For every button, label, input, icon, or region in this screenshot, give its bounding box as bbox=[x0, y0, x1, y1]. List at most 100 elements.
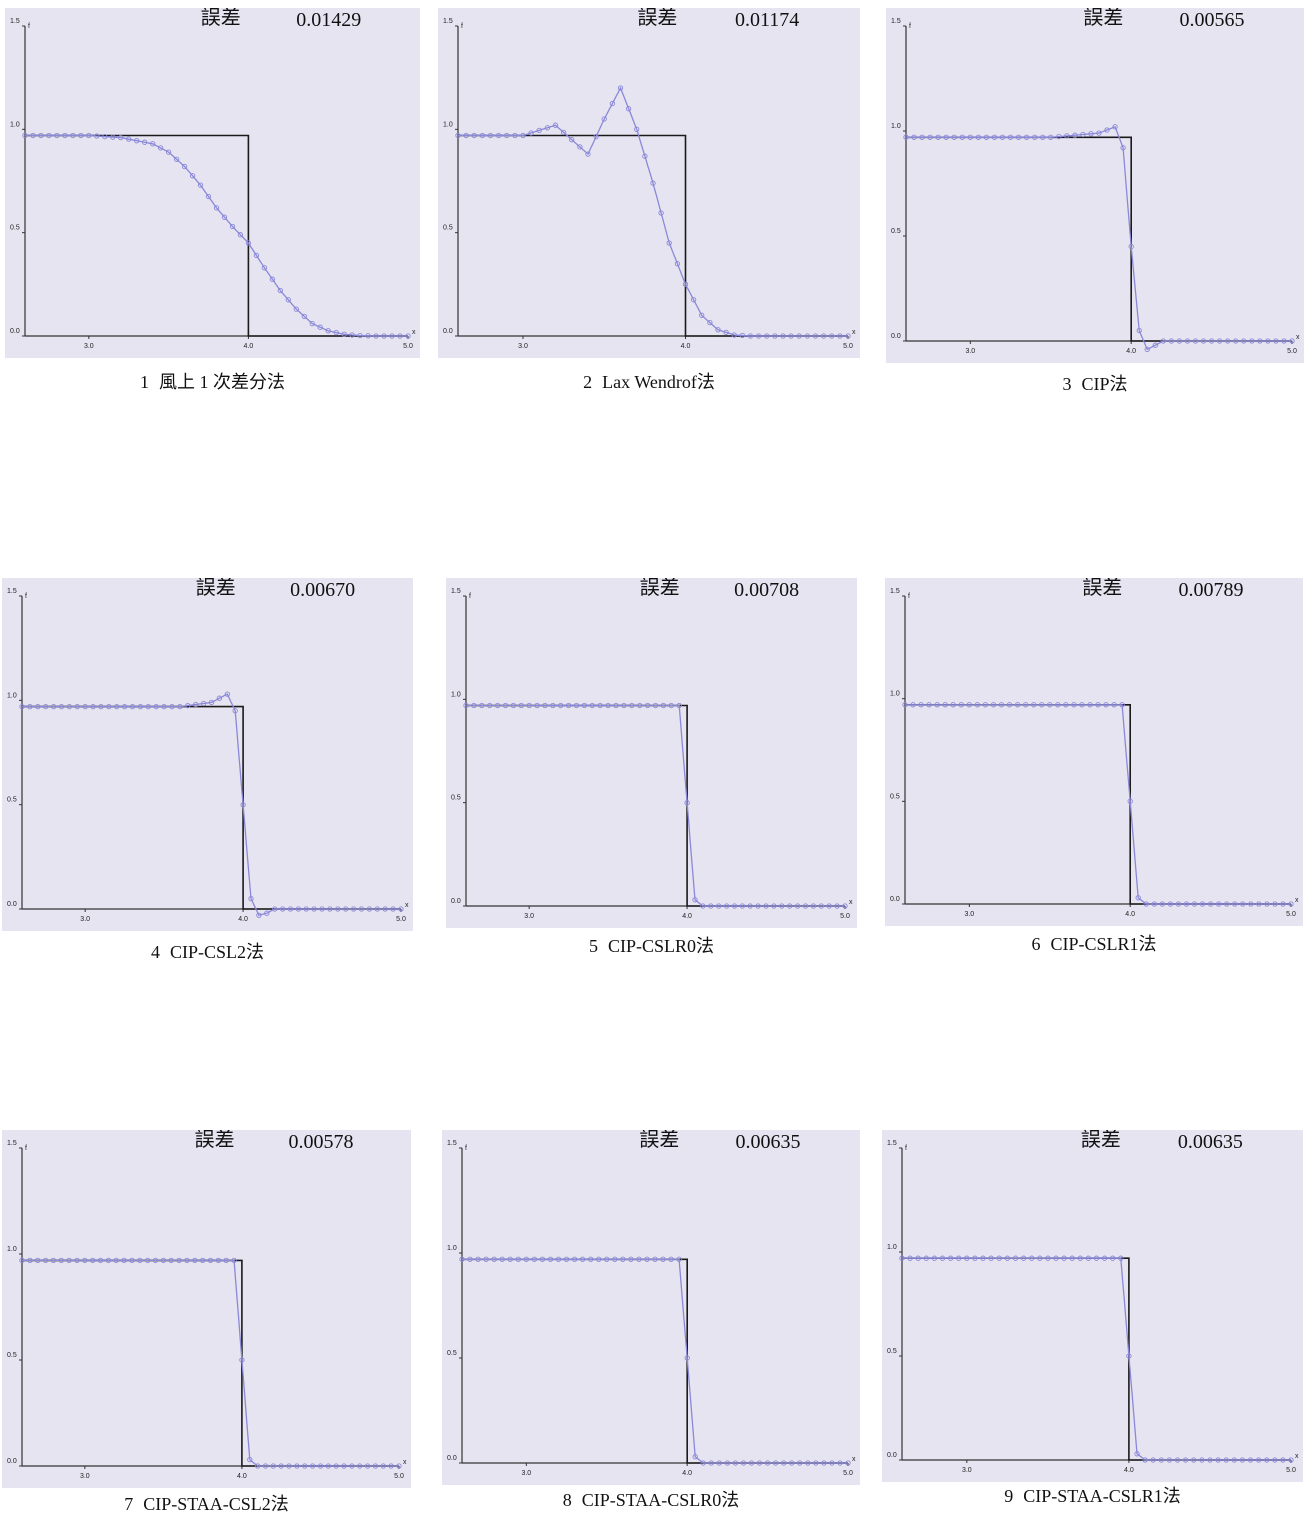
data-point-marker bbox=[102, 133, 108, 140]
data-point-marker bbox=[262, 1463, 269, 1469]
data-point-marker bbox=[389, 333, 395, 339]
error-value: 0.01429 bbox=[296, 9, 361, 31]
data-point-marker bbox=[1061, 1255, 1067, 1261]
plot-area-9: x f 3.0 4.0 5.0 0.0 0.5 1.0 1.5 誤差 0.00635 bbox=[882, 1130, 1303, 1482]
data-point-marker bbox=[208, 699, 215, 706]
data-point-marker bbox=[66, 703, 73, 710]
data-point-marker bbox=[1031, 702, 1037, 708]
data-point-marker bbox=[279, 906, 286, 912]
y-tick-label: 1.0 bbox=[7, 1246, 17, 1253]
data-point-marker bbox=[829, 1460, 835, 1466]
data-point-marker bbox=[1288, 901, 1294, 907]
data-point-marker bbox=[842, 903, 848, 909]
exact-solution-line bbox=[466, 704, 845, 907]
data-point-marker bbox=[1150, 1457, 1156, 1463]
data-point-marker bbox=[684, 800, 690, 806]
x-tick-label: 4.0 bbox=[1124, 1467, 1134, 1474]
y-tick-label: 1.0 bbox=[7, 692, 17, 699]
data-point-marker bbox=[479, 702, 485, 709]
data-point-marker bbox=[483, 1256, 489, 1262]
data-point-marker bbox=[597, 702, 603, 709]
data-point-marker bbox=[185, 702, 191, 709]
data-point-marker bbox=[349, 332, 355, 338]
data-point-marker bbox=[192, 1257, 198, 1264]
data-point-marker bbox=[1182, 1457, 1189, 1463]
caption-text-6: CIP-CSLR1法 bbox=[1050, 934, 1157, 954]
data-point-marker bbox=[796, 333, 802, 339]
data-point-marker bbox=[365, 333, 371, 339]
data-point-marker bbox=[1199, 1457, 1205, 1463]
data-point-marker bbox=[621, 702, 627, 709]
caption-9: 9 CIP-STAA-CSLR1法 bbox=[882, 1482, 1303, 1508]
data-point-marker bbox=[593, 133, 599, 140]
data-point-marker bbox=[114, 703, 120, 710]
data-point-marker bbox=[311, 906, 317, 912]
data-point-marker bbox=[1264, 1457, 1270, 1463]
data-point-marker bbox=[1040, 134, 1046, 140]
data-point-marker bbox=[911, 134, 917, 140]
caption-text-7: CIP-STAA-CSL2法 bbox=[143, 1494, 289, 1514]
data-point-marker bbox=[317, 324, 323, 330]
data-point-marker bbox=[1029, 1255, 1035, 1261]
data-point-marker bbox=[724, 1460, 731, 1466]
error-label: 誤差 bbox=[640, 578, 680, 599]
data-point-marker bbox=[1216, 338, 1223, 344]
error-label: 誤差 bbox=[1081, 1130, 1121, 1151]
data-point-marker bbox=[739, 903, 746, 909]
data-point-marker bbox=[161, 703, 167, 710]
data-point-marker bbox=[38, 132, 44, 139]
x-tick-label: 5.0 bbox=[403, 343, 413, 350]
data-point-marker bbox=[121, 1257, 127, 1264]
data-point-marker bbox=[341, 331, 347, 337]
data-point-marker bbox=[1118, 1255, 1124, 1261]
data-point-marker bbox=[982, 702, 989, 708]
data-point-marker bbox=[573, 702, 580, 709]
data-point-marker bbox=[1087, 702, 1093, 708]
plot-area-1: x f 3.0 4.0 5.0 0.0 0.5 1.0 1.5 誤差 0.01429 bbox=[5, 8, 420, 358]
data-point-marker bbox=[676, 1256, 682, 1262]
exact-solution-line bbox=[22, 1259, 399, 1467]
data-point-marker bbox=[674, 261, 681, 267]
data-point-marker bbox=[137, 703, 144, 710]
data-point-marker bbox=[145, 1257, 151, 1264]
data-point-marker bbox=[168, 1257, 174, 1264]
data-point-marker bbox=[708, 903, 714, 909]
data-point-marker bbox=[747, 333, 754, 339]
plot-area-5: x f 3.0 4.0 5.0 0.0 0.5 1.0 1.5 誤差 0.00708 bbox=[446, 578, 857, 928]
data-point-marker bbox=[1288, 1457, 1294, 1463]
y-tick-label: 0.0 bbox=[451, 898, 461, 905]
data-point-marker bbox=[810, 903, 817, 909]
chart-svg-9: x f 3.0 4.0 5.0 0.0 0.5 1.0 1.5 誤差 0.00635 bbox=[887, 1130, 1299, 1474]
data-point-marker bbox=[1071, 702, 1077, 708]
y-tick-label: 1.5 bbox=[7, 588, 17, 595]
data-point-marker bbox=[935, 134, 941, 140]
data-point-marker bbox=[197, 182, 204, 188]
data-point-marker bbox=[173, 156, 180, 162]
data-point-marker bbox=[90, 703, 96, 710]
y-tick-label: 0.0 bbox=[10, 328, 20, 335]
numerical-solution-line bbox=[466, 704, 845, 907]
data-point-marker bbox=[50, 1257, 57, 1264]
data-point-marker bbox=[1143, 901, 1149, 907]
data-point-marker bbox=[660, 1256, 666, 1262]
data-point-marker bbox=[563, 1256, 570, 1262]
exact-solution-line bbox=[25, 134, 408, 337]
data-point-marker bbox=[918, 702, 924, 708]
x-axis-name: x bbox=[403, 1459, 407, 1466]
data-point-marker bbox=[398, 906, 404, 912]
data-point-marker bbox=[199, 1257, 206, 1264]
y-tick-label: 1.0 bbox=[443, 121, 453, 128]
x-tick-label: 5.0 bbox=[1287, 348, 1297, 355]
x-axis-name: x bbox=[1295, 897, 1299, 904]
data-point-marker bbox=[972, 1255, 978, 1261]
data-point-marker bbox=[129, 703, 136, 710]
data-point-marker bbox=[1223, 1457, 1229, 1463]
data-point-marker bbox=[42, 1257, 49, 1264]
data-point-marker bbox=[907, 1255, 913, 1261]
x-tick-label: 4.0 bbox=[238, 916, 248, 923]
data-point-marker bbox=[779, 903, 785, 909]
caption-1: 1 風上 1 次差分法 bbox=[5, 368, 420, 394]
data-point-marker bbox=[1037, 1255, 1043, 1261]
data-point-marker bbox=[287, 906, 294, 912]
data-point-marker bbox=[1095, 702, 1101, 708]
